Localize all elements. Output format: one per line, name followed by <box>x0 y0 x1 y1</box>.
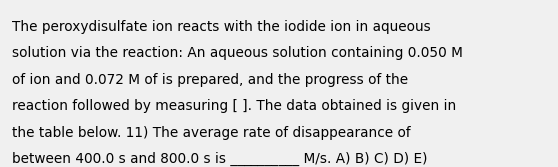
Text: reaction followed by measuring [ ]. The data obtained is given in: reaction followed by measuring [ ]. The … <box>12 99 456 113</box>
Text: The peroxydisulfate ion reacts with the iodide ion in aqueous: The peroxydisulfate ion reacts with the … <box>12 20 431 34</box>
Text: of ion and 0.072 M of is prepared, and the progress of the: of ion and 0.072 M of is prepared, and t… <box>12 73 408 87</box>
Text: solution via the reaction: An aqueous solution containing 0.050 M: solution via the reaction: An aqueous so… <box>12 46 463 60</box>
Text: the table below. 11) The average rate of disappearance of: the table below. 11) The average rate of… <box>12 126 411 140</box>
Text: between 400.0 s and 800.0 s is __________ M/s. A) B) C) D) E): between 400.0 s and 800.0 s is _________… <box>12 152 428 166</box>
